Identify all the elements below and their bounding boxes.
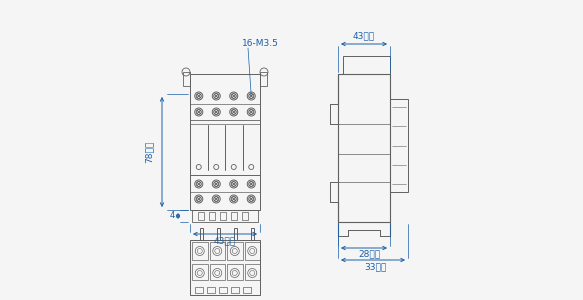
Bar — [244, 242, 260, 260]
Bar — [198, 212, 204, 220]
Bar — [234, 228, 237, 240]
Bar — [231, 287, 239, 293]
Bar — [220, 212, 226, 220]
Bar — [227, 264, 243, 280]
Bar — [192, 210, 258, 222]
Bar — [343, 56, 390, 74]
Text: 78以下: 78以下 — [145, 141, 153, 163]
Bar — [207, 287, 215, 293]
Bar — [192, 264, 208, 280]
Bar — [260, 72, 267, 86]
Text: 43以下: 43以下 — [214, 236, 236, 245]
Bar — [217, 228, 220, 240]
Bar — [390, 99, 408, 192]
Bar — [244, 264, 260, 280]
Bar — [209, 242, 225, 260]
Bar — [200, 228, 203, 240]
Bar — [219, 287, 227, 293]
Text: 33以下: 33以下 — [364, 262, 386, 272]
Bar — [227, 242, 243, 260]
Text: 43以下: 43以下 — [353, 32, 375, 40]
Bar — [243, 287, 251, 293]
Text: 4: 4 — [170, 212, 175, 220]
Text: 28以下: 28以下 — [358, 250, 380, 259]
Bar — [192, 242, 208, 260]
Bar — [195, 287, 203, 293]
Bar — [242, 212, 248, 220]
Bar — [209, 264, 225, 280]
Bar — [190, 240, 260, 295]
Text: 16-M3.5: 16-M3.5 — [241, 40, 279, 49]
Bar — [183, 72, 190, 86]
Bar — [251, 228, 254, 240]
Bar — [231, 212, 237, 220]
Bar — [209, 212, 215, 220]
Bar — [190, 74, 260, 210]
Bar — [338, 74, 390, 222]
